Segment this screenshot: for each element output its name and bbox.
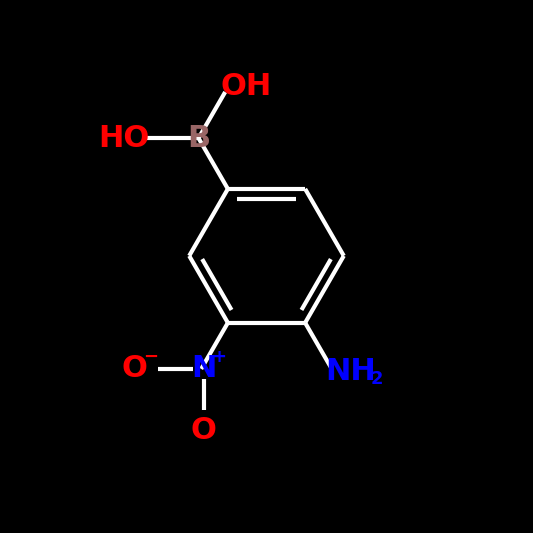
- Text: −: −: [143, 348, 158, 366]
- Text: 2: 2: [371, 369, 383, 387]
- Text: +: +: [211, 348, 227, 366]
- Text: B: B: [187, 124, 210, 152]
- Text: HO: HO: [98, 124, 150, 152]
- Text: O: O: [122, 354, 148, 383]
- Text: O: O: [191, 416, 217, 445]
- Text: NH: NH: [325, 357, 376, 386]
- Text: OH: OH: [221, 72, 272, 101]
- Text: N: N: [191, 354, 216, 383]
